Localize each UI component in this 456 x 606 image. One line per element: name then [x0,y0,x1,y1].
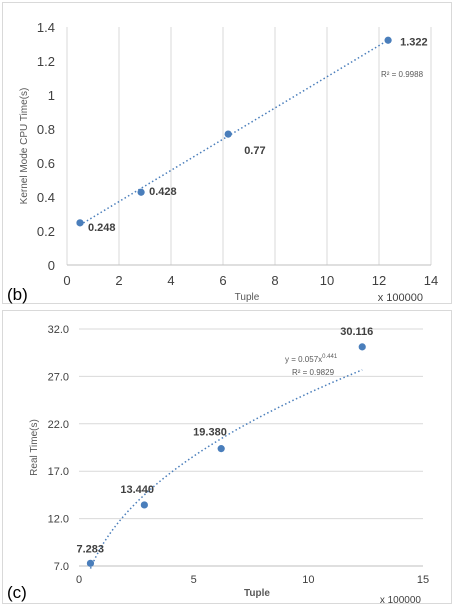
data-point [141,501,148,508]
data-label: 0.77 [244,145,265,157]
equation-exponent: 0.441 [322,354,338,360]
y-tick-label: 12.0 [48,514,69,526]
y-tick-label: 1.4 [37,20,55,35]
trendline [90,370,362,569]
chart-c-svg: 7.0 12.0 17.0 22.0 27.0 32.0 0 5 10 15 Tuple x 1000… [3,311,453,605]
y-tick-label: 1 [48,88,55,103]
x-axis-title: Tuple [235,292,260,303]
y-tick-label: 0.4 [37,190,55,205]
y-tick-label: 0.8 [37,122,55,137]
chart-panel-b: 0 2 4 6 8 10 12 14 0 0.2 0.4 0.6 0.8 1 1.2 1.4 Tuple x 10… [2,2,452,304]
data-label: 19.380 [193,427,227,439]
y-tick-label: 7.0 [54,561,69,573]
y-tick-label: 1.2 [37,54,55,69]
y-tick-label: 17.0 [48,466,69,478]
x-axis-title: Tuple [244,588,270,599]
x-tick-label: 4 [167,273,174,288]
panel-label: (b) [7,285,28,304]
x-tick-label: 5 [191,574,197,586]
y-tick-label: 27.0 [48,371,69,383]
x-tick-label: 6 [219,273,226,288]
data-point [218,445,225,452]
x-multiplier-label: x 100000 [378,292,423,304]
y-axis-title: Real Time(s) [29,419,40,476]
x-tick-label: 2 [115,273,122,288]
data-point [138,189,145,196]
x-tick-label: 8 [271,273,278,288]
data-label: 30.116 [340,326,373,338]
x-tick-label: 0 [63,273,70,288]
x-tick-label: 12 [372,273,386,288]
data-label: 0.428 [149,186,177,198]
trendline-equation: y = 0.057x0.441 [285,354,338,364]
y-tick-label: 0.6 [37,156,55,171]
data-point [87,560,94,567]
x-tick-label: 0 [76,574,82,586]
r-squared-label: R² = 0.9988 [381,70,424,79]
data-label: 1.322 [400,36,428,48]
y-axis-title: Kernel Mode CPU Time(s) [19,88,30,205]
x-tick-label: 15 [417,574,429,586]
trendline [80,40,388,225]
data-point [385,37,392,44]
x-tick-label: 10 [302,574,314,586]
equation-base: y = 0.057x [285,355,322,364]
x-multiplier-label: x 100000 [380,595,422,605]
panel-label: (c) [7,583,27,602]
x-tick-label: 14 [424,273,438,288]
r-squared-label: R² = 0.9829 [292,368,335,377]
x-tick-label: 10 [320,273,334,288]
data-label: 0.248 [88,222,116,234]
chart-b-svg: 0 2 4 6 8 10 12 14 0 0.2 0.4 0.6 0.8 1 1.2 1.4 Tuple x 10… [3,3,453,305]
data-point [76,219,83,226]
y-tick-label: 32.0 [48,324,69,336]
y-tick-label: 22.0 [48,419,69,431]
data-label: 7.283 [76,543,104,555]
data-label: 13.440 [120,484,154,496]
data-point [225,131,232,138]
y-tick-label: 0.2 [37,224,55,239]
y-tick-label: 0 [48,258,55,273]
data-point [359,343,366,350]
chart-panel-c: 7.0 12.0 17.0 22.0 27.0 32.0 0 5 10 15 Tuple x 1000… [2,310,452,604]
